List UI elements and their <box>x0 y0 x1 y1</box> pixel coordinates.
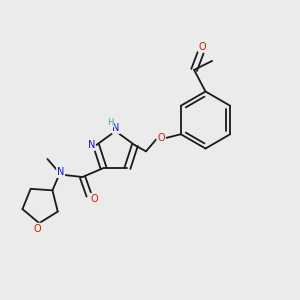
Text: N: N <box>112 123 120 133</box>
Text: H: H <box>107 118 113 127</box>
Text: O: O <box>198 41 206 52</box>
Text: O: O <box>90 194 98 204</box>
Text: N: N <box>88 140 95 150</box>
Text: N: N <box>57 167 64 177</box>
Text: O: O <box>157 134 165 143</box>
Text: O: O <box>34 224 41 234</box>
